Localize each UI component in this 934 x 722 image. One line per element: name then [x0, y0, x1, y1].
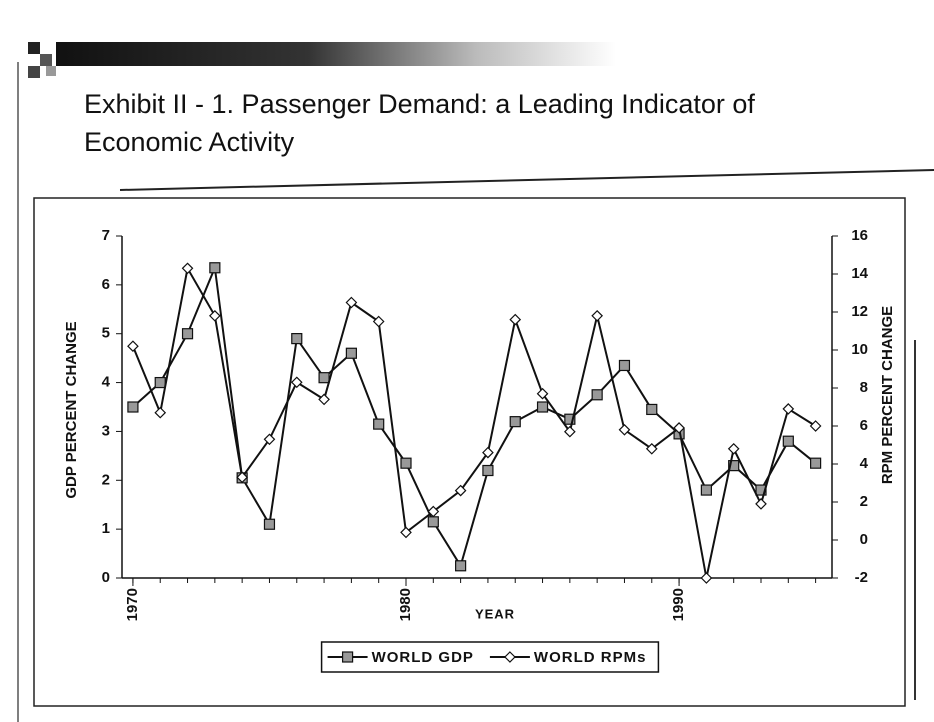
x-tick-label: 1970	[124, 588, 141, 621]
legend-label: WORLD GDP	[372, 649, 474, 666]
point	[536, 387, 549, 400]
x-tick-label: 1980	[397, 588, 414, 621]
point	[127, 340, 139, 353]
y-tick-label: 3	[102, 422, 110, 439]
point	[400, 457, 412, 469]
y2-tick-label: 16	[851, 227, 868, 244]
y-tick-label: 1	[102, 520, 110, 537]
point	[563, 425, 576, 438]
point	[236, 471, 249, 484]
legend: WORLD GDP WORLD RPMs	[320, 641, 660, 673]
series-line	[132, 263, 817, 569]
point	[482, 464, 494, 477]
point	[591, 389, 603, 401]
x-tick-label: 1990	[670, 588, 687, 621]
point	[673, 422, 685, 434]
y2-tick-label: 6	[860, 417, 868, 434]
point	[700, 572, 713, 584]
y-tick-label: 2	[102, 471, 110, 488]
y-axis-label: GDP PERCENT CHANGE	[63, 321, 80, 498]
point	[427, 516, 439, 528]
chart-title: Exhibit II - 1. Passenger Demand: a Lead…	[84, 89, 755, 157]
point	[209, 262, 221, 274]
point	[208, 309, 221, 322]
legend-label: WORLD RPMs	[534, 649, 647, 666]
y2-tick-label: 4	[860, 455, 869, 472]
point	[482, 446, 494, 459]
point	[728, 460, 740, 472]
series-line	[131, 265, 817, 579]
point	[618, 423, 631, 436]
point	[181, 328, 194, 340]
point	[809, 420, 822, 432]
point	[400, 526, 412, 539]
y-tick-label: 0	[102, 569, 110, 586]
point	[372, 315, 385, 328]
point	[755, 498, 767, 510]
y2-tick-label: 12	[851, 303, 868, 320]
y-tick-label: 6	[102, 276, 110, 293]
y-tick-label: 5	[102, 325, 110, 342]
point	[782, 435, 794, 447]
point	[810, 457, 822, 469]
y-tick-label: 4	[102, 374, 111, 391]
y-tick-label: 7	[102, 227, 110, 244]
y2-tick-label: 10	[851, 341, 868, 358]
point	[536, 401, 549, 413]
point	[509, 313, 522, 326]
legend-marker	[341, 651, 354, 663]
point	[645, 442, 658, 455]
point	[373, 418, 385, 430]
point	[509, 416, 521, 428]
point	[318, 372, 330, 384]
point	[263, 433, 276, 446]
point	[290, 376, 303, 389]
point	[345, 347, 357, 359]
header-decoration	[17, 42, 934, 722]
point	[427, 505, 440, 518]
point	[454, 484, 467, 497]
y2-tick-label: 0	[860, 531, 868, 548]
point	[700, 484, 712, 496]
legend-marker	[504, 651, 516, 663]
point	[782, 403, 795, 415]
chart-frame	[33, 197, 906, 707]
point	[591, 309, 604, 322]
point	[318, 393, 330, 406]
legend-item: WORLD RPMs	[489, 649, 647, 666]
point	[727, 442, 740, 455]
y2-axis-label: RPM PERCENT CHANGE	[879, 306, 896, 484]
y2-tick-label: 14	[851, 265, 868, 282]
point	[345, 296, 358, 309]
point	[618, 359, 631, 372]
y2-tick-label: 2	[860, 493, 868, 510]
point	[154, 376, 166, 389]
x-axis-label: YEAR	[475, 606, 515, 621]
legend-item: WORLD GDP	[327, 649, 474, 666]
point	[646, 403, 658, 416]
point	[291, 333, 303, 345]
y2-tick-label: -2	[855, 569, 868, 586]
point	[181, 262, 194, 275]
point	[127, 401, 139, 413]
y2-tick-label: 8	[860, 379, 868, 396]
point	[564, 413, 576, 425]
point	[154, 406, 167, 419]
point	[263, 518, 276, 530]
point	[455, 560, 467, 572]
